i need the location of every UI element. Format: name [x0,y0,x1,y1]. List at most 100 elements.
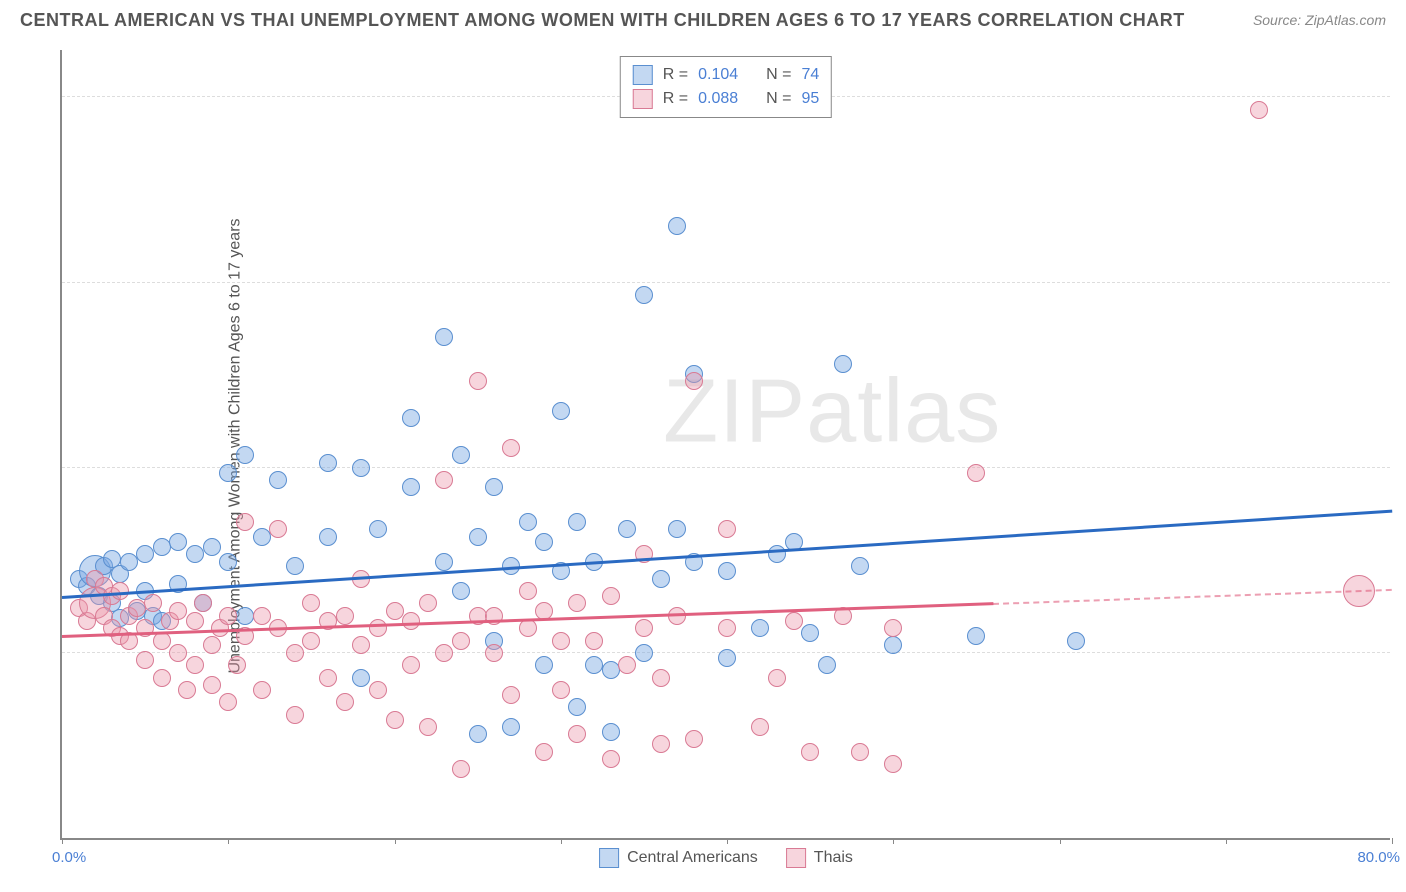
data-point [652,570,670,588]
legend-series-item: Central Americans [599,848,758,868]
data-point [668,520,686,538]
data-point [635,644,653,662]
data-point [452,446,470,464]
data-point [668,217,686,235]
data-point [652,669,670,687]
data-point [851,743,869,761]
x-tick [228,838,229,844]
data-point [219,693,237,711]
data-point [236,513,254,531]
gridline [62,467,1390,468]
correlation-legend: R =0.104N =74R =0.088N =95 [620,56,832,118]
data-point [253,681,271,699]
r-label: R = [663,90,688,108]
data-point [319,528,337,546]
data-point [435,328,453,346]
data-point [568,698,586,716]
data-point [136,651,154,669]
data-point [801,624,819,642]
legend-swatch [786,848,806,868]
data-point [685,372,703,390]
data-point [768,669,786,687]
data-point [502,439,520,457]
y-tick-label: 22.5% [1395,257,1406,274]
data-point [302,594,320,612]
n-value: 74 [801,66,819,84]
data-point [435,471,453,489]
n-label: N = [766,90,791,108]
data-point [568,594,586,612]
data-point [452,760,470,778]
x-tick [395,838,396,844]
trend-line [993,589,1392,605]
data-point [568,513,586,531]
data-point [319,669,337,687]
data-point [169,533,187,551]
data-point [618,520,636,538]
r-value: 0.104 [698,66,748,84]
data-point [402,656,420,674]
data-point [253,528,271,546]
data-point [535,533,553,551]
data-point [967,627,985,645]
x-tick [1060,838,1061,844]
x-tick [1226,838,1227,844]
series-legend: Central AmericansThais [599,848,853,868]
data-point [352,636,370,654]
data-point [469,528,487,546]
x-tick [893,838,894,844]
data-point [402,409,420,427]
data-point [286,644,304,662]
data-point [602,723,620,741]
data-point [128,599,146,617]
data-point [469,725,487,743]
data-point [228,656,246,674]
data-point [502,686,520,704]
r-value: 0.088 [698,90,748,108]
data-point [435,553,453,571]
legend-correlation-row: R =0.104N =74 [633,63,819,87]
data-point [585,632,603,650]
data-point [194,594,212,612]
data-point [178,681,196,699]
legend-series-label: Central Americans [627,849,758,867]
data-point [186,656,204,674]
data-point [269,520,287,538]
gridline [62,282,1390,283]
scatter-plot-area: ZIPatlas R =0.104N =74R =0.088N =95 0.0%… [60,50,1390,840]
data-point [718,562,736,580]
data-point [568,725,586,743]
r-label: R = [663,66,688,84]
data-point [336,607,354,625]
data-point [219,464,237,482]
x-tick [561,838,562,844]
data-point [219,553,237,571]
data-point [535,743,553,761]
data-point [219,607,237,625]
data-point [552,402,570,420]
data-point [352,459,370,477]
data-point [236,607,254,625]
y-tick-label: 30.0% [1395,72,1406,89]
data-point [402,478,420,496]
data-point [369,619,387,637]
data-point [884,636,902,654]
data-point [519,513,537,531]
data-point [718,649,736,667]
data-point [169,644,187,662]
data-point [718,520,736,538]
data-point [602,661,620,679]
data-point [585,656,603,674]
data-point [884,619,902,637]
data-point [485,478,503,496]
data-point [1250,101,1268,119]
legend-swatch [599,848,619,868]
n-value: 95 [801,90,819,108]
data-point [419,594,437,612]
y-tick-label: 7.5% [1395,627,1406,644]
data-point [1067,632,1085,650]
data-point [369,681,387,699]
x-axis-origin-label: 0.0% [52,849,86,866]
data-point [336,693,354,711]
data-point [834,355,852,373]
